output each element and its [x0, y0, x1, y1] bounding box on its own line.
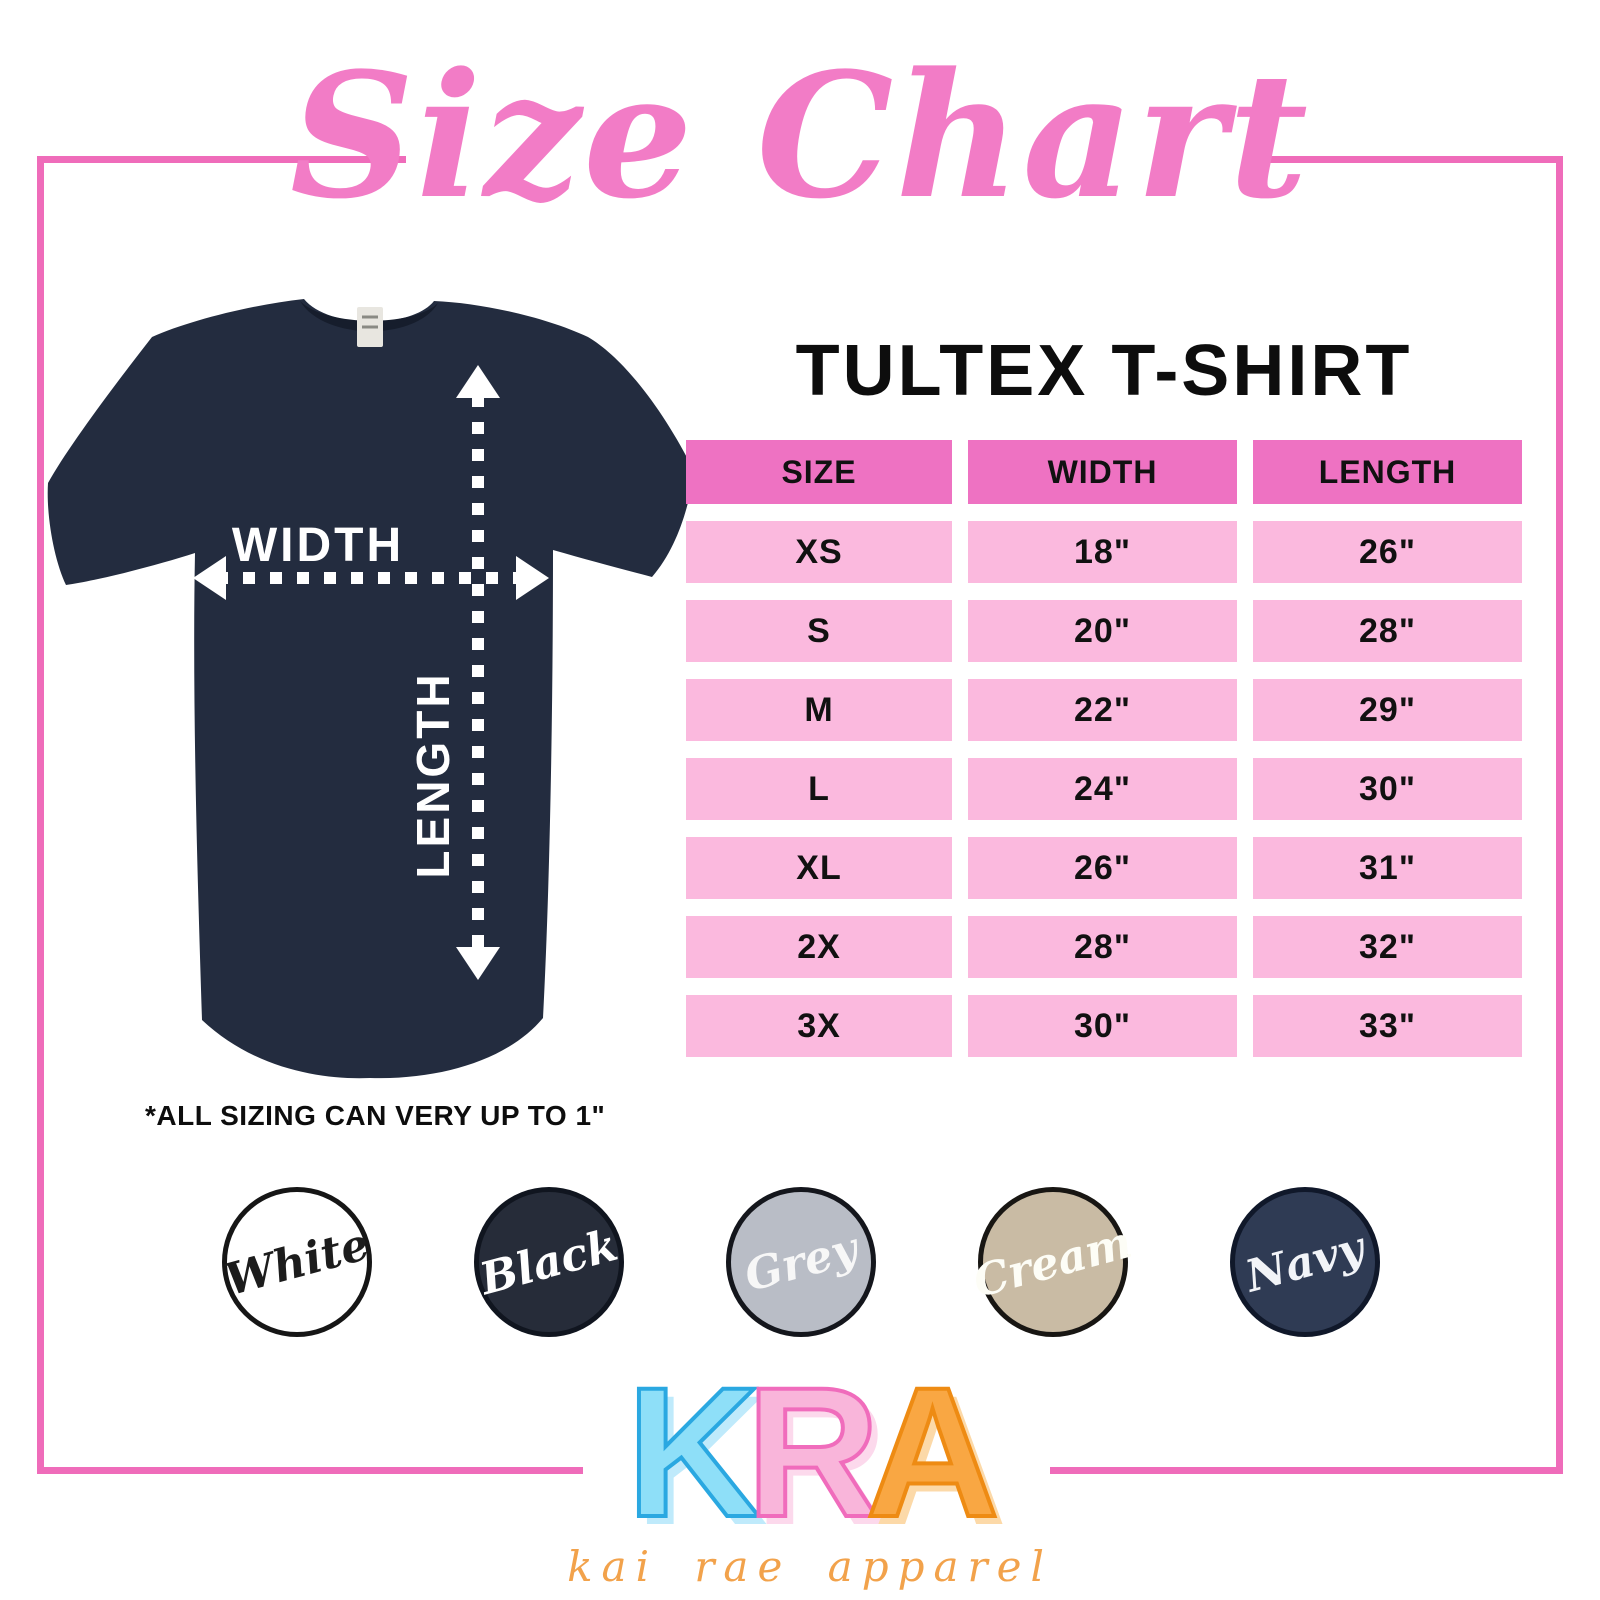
color-swatch-cream: Cream [969, 1187, 1137, 1337]
table-cell-size: XS [686, 521, 952, 583]
table-cell-width: 26" [968, 837, 1237, 899]
swatch-label: Grey [739, 1222, 863, 1302]
size-table: SIZE WIDTH LENGTH XS 18" 26" S 20" 28" M… [686, 440, 1522, 1057]
logo-background-mask [583, 1382, 1050, 1594]
width-arrowhead-left [193, 556, 226, 600]
table-cell-length: 31" [1253, 837, 1522, 899]
table-cell-width: 28" [968, 916, 1237, 978]
table-cell-length: 30" [1253, 758, 1522, 820]
brand-tagline: kai rae apparel [567, 1541, 1053, 1591]
color-swatch-navy: Navy [1230, 1187, 1380, 1337]
logo-letter-r: R [744, 1350, 882, 1556]
table-cell-size: L [686, 758, 952, 820]
title-background-mask [406, 148, 1247, 174]
length-arrowhead-bottom [456, 947, 500, 980]
logo-letter-k: K [625, 1350, 763, 1556]
color-swatch-white: White [219, 1187, 375, 1337]
table-cell-width: 20" [968, 600, 1237, 662]
page-title: Size Chart [289, 34, 1310, 237]
swatch-label: Navy [1240, 1221, 1370, 1303]
table-cell-width: 30" [968, 995, 1237, 1057]
table-cell-size: S [686, 600, 952, 662]
brand-logo-letters: KRA [510, 1350, 1110, 1556]
width-label: WIDTH [232, 519, 404, 572]
swatch-label: Black [474, 1219, 624, 1305]
sizing-disclaimer: *ALL SIZING CAN VERY UP TO 1" [145, 1100, 606, 1131]
table-cell-width: 24" [968, 758, 1237, 820]
table-cell-size: XL [686, 837, 952, 899]
table-cell-length: 33" [1253, 995, 1522, 1057]
table-cell-length: 26" [1253, 521, 1522, 583]
table-cell-length: 28" [1253, 600, 1522, 662]
navy-tshirt-illustration: WIDTH LENGTH [47, 299, 694, 1079]
table-cell-size: M [686, 679, 952, 741]
table-cell-length: 29" [1253, 679, 1522, 741]
table-cell-size: 3X [686, 995, 952, 1057]
color-swatch-grey: Grey [726, 1187, 876, 1337]
product-heading: TULTEX T-SHIRT [795, 331, 1413, 411]
table-cell-width: 22" [968, 679, 1237, 741]
width-arrowhead-right [516, 556, 549, 600]
column-header-size: SIZE [686, 440, 952, 504]
tshirt-collar [300, 301, 438, 332]
table-cell-size: 2X [686, 916, 952, 978]
column-header-length: LENGTH [1253, 440, 1522, 504]
table-cell-length: 32" [1253, 916, 1522, 978]
swatch-label: Cream [968, 1216, 1138, 1308]
tshirt-body [47, 299, 694, 1079]
color-swatch-row: White Black Grey Cream Navy [219, 1187, 1380, 1339]
logo-letter-a: A [864, 1350, 1002, 1556]
length-label: LENGTH [407, 671, 459, 878]
column-header-width: WIDTH [968, 440, 1237, 504]
color-swatch-black: Black [474, 1187, 624, 1337]
length-arrowhead-top [456, 365, 500, 398]
table-cell-width: 18" [968, 521, 1237, 583]
brand-logo: KRA kai rae apparel [510, 1350, 1110, 1591]
tshirt-measurement-diagram: WIDTH LENGTH [40, 285, 700, 1090]
swatch-label: White [219, 1218, 375, 1306]
